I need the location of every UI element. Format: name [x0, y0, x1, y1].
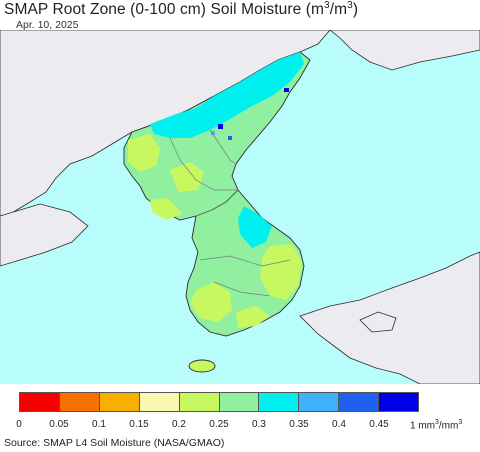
legend-tick-label: 0	[16, 419, 22, 430]
legend-swatch	[139, 393, 180, 411]
legend-swatch	[20, 393, 60, 411]
legend-swatch	[219, 393, 260, 411]
russia-land	[329, 30, 480, 71]
map-date: Apr. 10, 2025	[16, 19, 79, 31]
legend-tick-label: 0.2	[172, 419, 186, 430]
unit-sup-2: 3	[458, 419, 463, 426]
source-credit: Source: SMAP L4 Soil Moisture (NASA/GMAO…	[4, 437, 225, 449]
japan-island	[359, 311, 397, 333]
title-sup-1: 3	[324, 0, 330, 11]
unit-prefix: 1 mm	[410, 420, 435, 432]
north-korea-wet-zone	[150, 52, 304, 138]
wet-pixel-4	[211, 131, 215, 135]
north-korea-dry-coast	[150, 198, 182, 220]
admin-border-2	[209, 129, 237, 165]
south-korea-dry-south	[236, 306, 270, 328]
unit-mid: /mm	[438, 420, 459, 432]
legend-tick-label: 0.35	[289, 419, 309, 430]
legend-swatch	[259, 393, 300, 411]
jeju-island	[188, 359, 216, 373]
legend-tick-label: 0.3	[252, 419, 266, 430]
admin-border-3	[199, 255, 291, 267]
admin-border-1	[169, 137, 238, 191]
legend-swatch	[99, 393, 140, 411]
soil-moisture-map	[0, 30, 480, 384]
legend-tick-label: 0.45	[369, 419, 389, 430]
south-korea-wet-zone	[238, 206, 272, 248]
legend-swatch	[59, 393, 100, 411]
legend-swatch	[299, 393, 340, 411]
title-sup-2: 3	[347, 0, 353, 11]
north-korea-dry-central	[170, 162, 204, 192]
legend-tick-label: 0.05	[49, 419, 69, 430]
admin-border-4	[213, 281, 271, 297]
wet-pixel-3	[284, 88, 289, 92]
title-suffix: )	[352, 1, 359, 19]
wet-pixel-2	[228, 136, 232, 140]
wet-pixel-1	[218, 124, 223, 129]
legend-tick-label: 0.15	[129, 419, 149, 430]
color-legend	[19, 392, 419, 412]
south-korea-dry-southwest	[190, 282, 232, 322]
legend-unit: 1 mm3/mm3	[410, 419, 462, 431]
unit-sup-1: 3	[435, 419, 439, 426]
dmz-border	[195, 189, 239, 217]
title-prefix: SMAP Root Zone (0-100 cm) Soil Moisture …	[4, 1, 325, 19]
map-title: SMAP Root Zone (0-100 cm) Soil Moisture …	[4, 0, 358, 19]
liaodong-land	[0, 203, 89, 267]
legend-swatch	[379, 393, 419, 411]
legend-tick-label: 0.4	[332, 419, 346, 430]
legend-tick-label: 0.1	[92, 419, 106, 430]
legend-swatch	[179, 393, 220, 411]
north-korea-dry-west	[128, 134, 160, 172]
legend-swatch	[339, 393, 380, 411]
south-korea-dry-east	[260, 244, 302, 300]
legend-tick-label: 0.25	[209, 419, 229, 430]
title-mid: /m	[329, 1, 348, 19]
